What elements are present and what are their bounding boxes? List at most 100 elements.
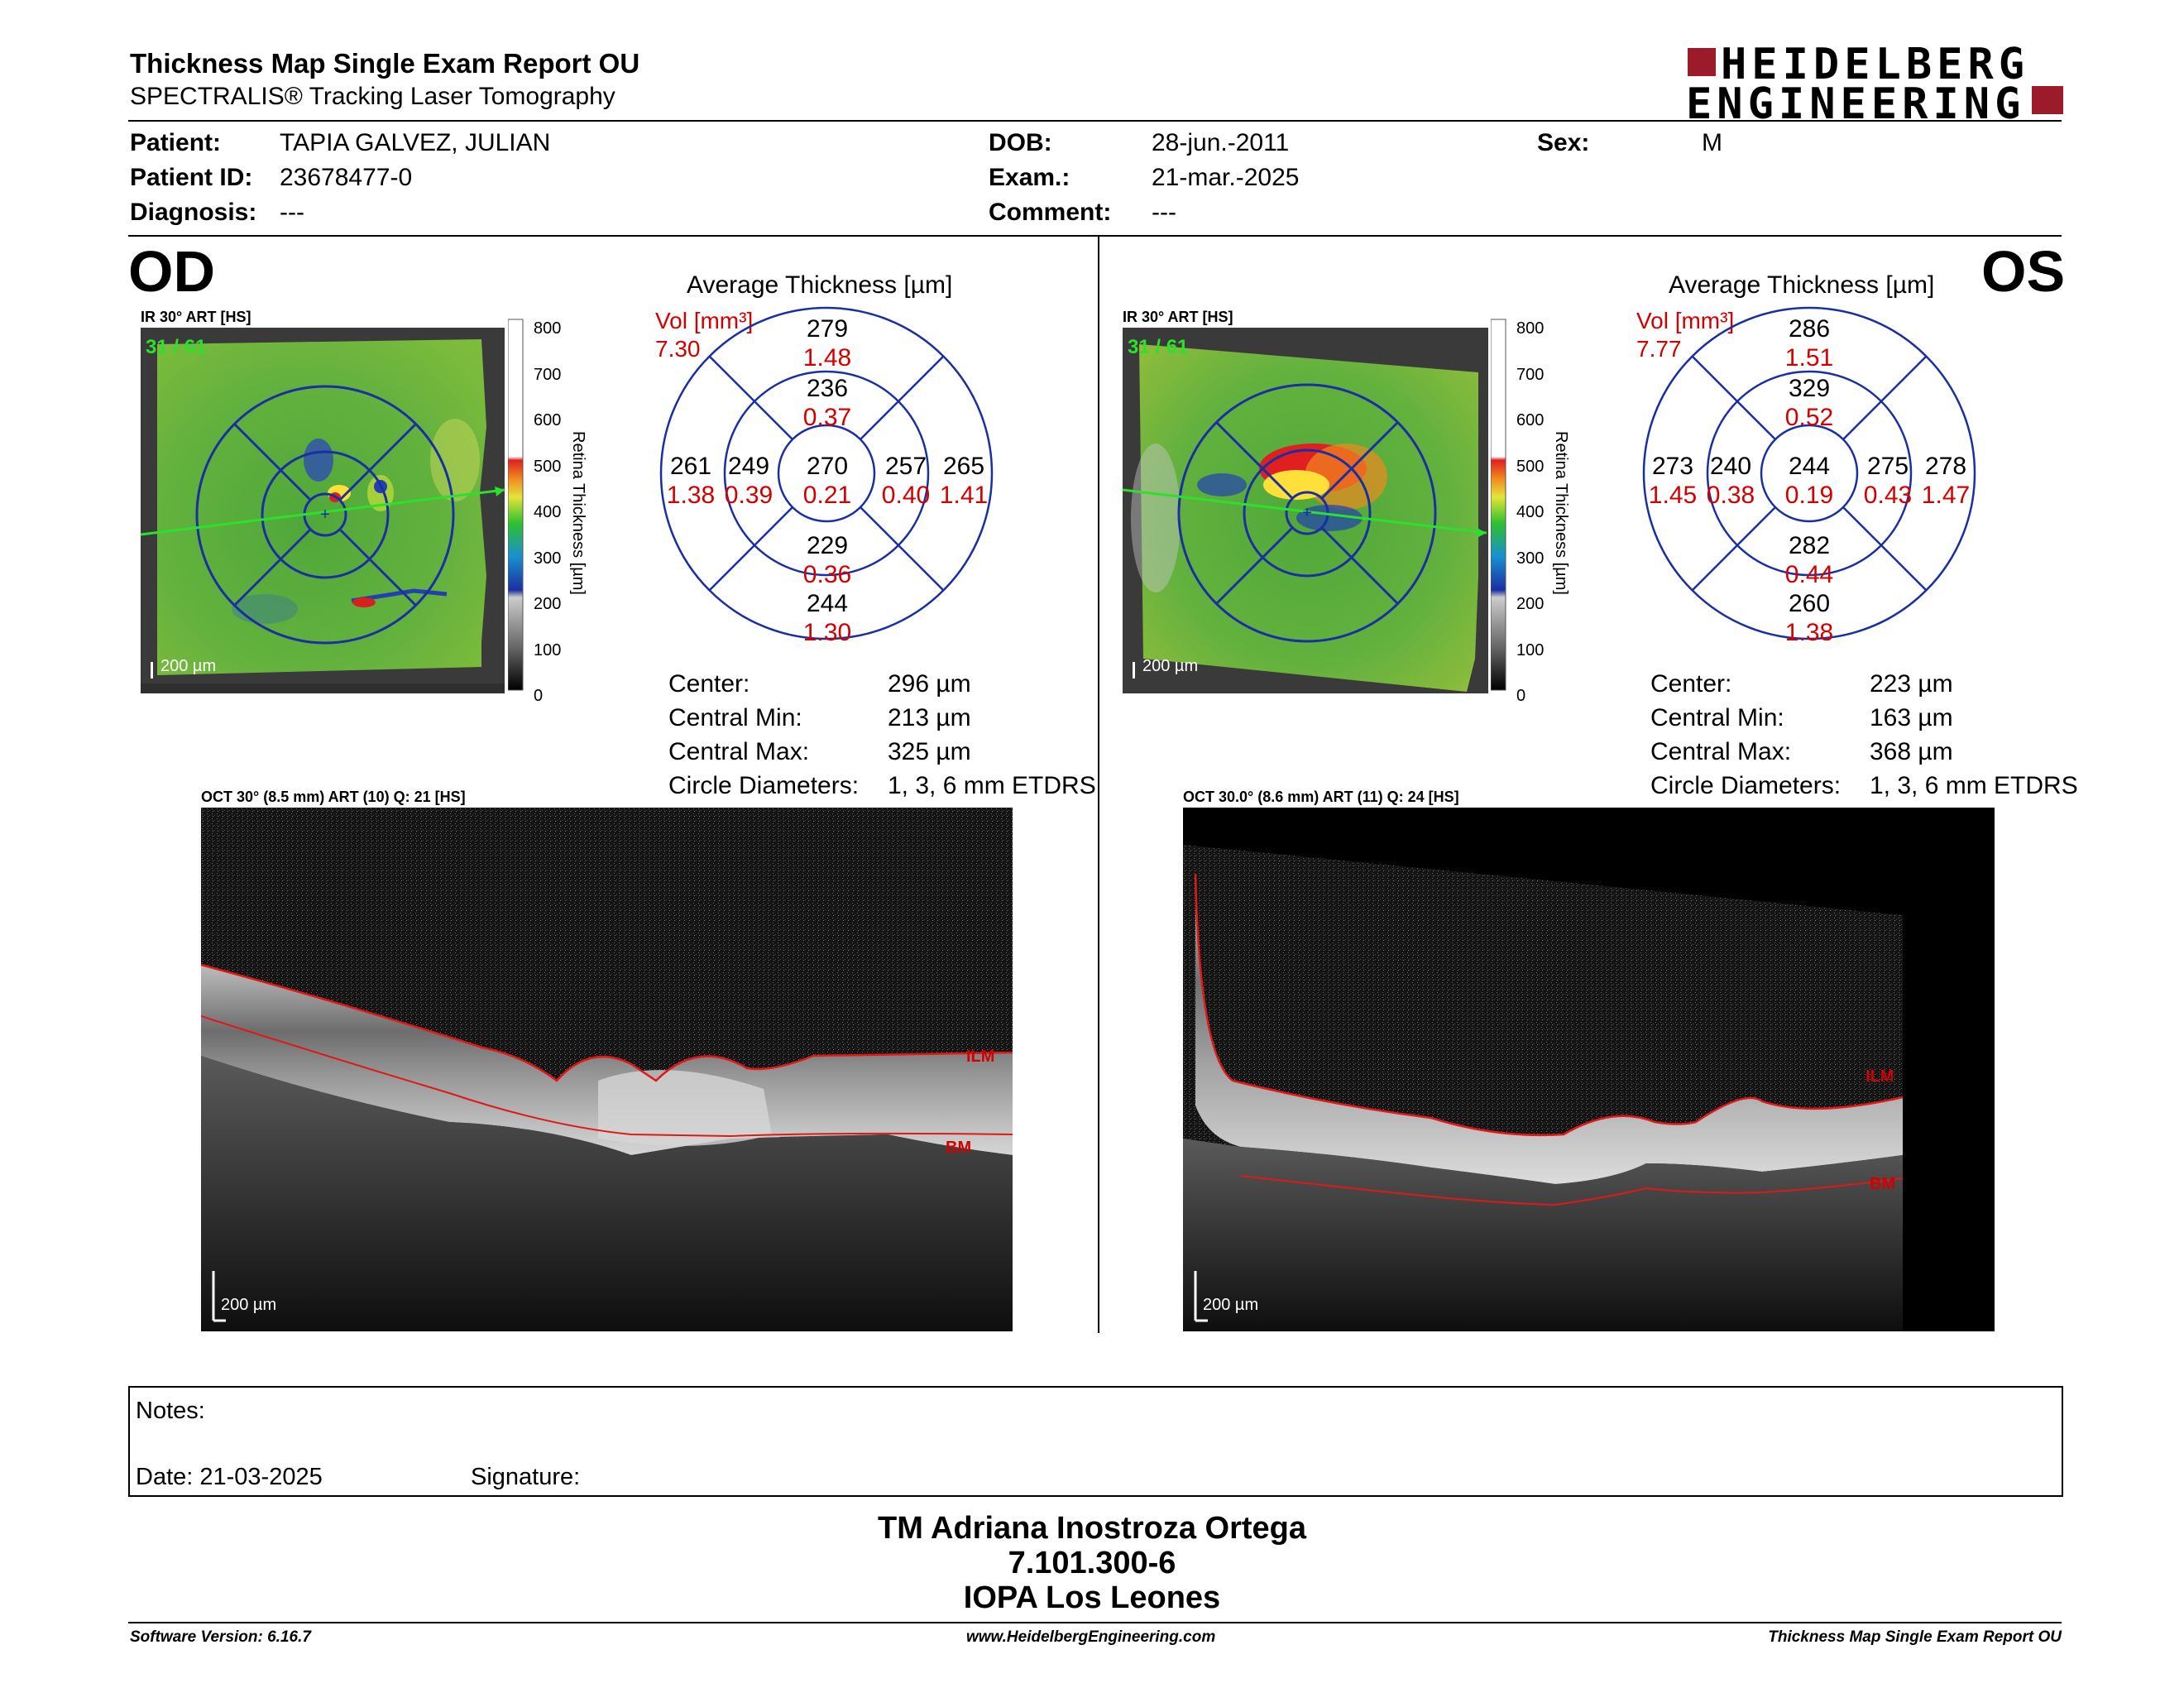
logo-text-1: HEIDELBERG <box>1721 40 2030 89</box>
colorbar-od <box>507 318 582 695</box>
od-nas-in-vol: 0.40 <box>881 482 931 509</box>
od-inf-in: 229 <box>806 532 849 559</box>
eye-label-os: OS <box>1981 239 2066 304</box>
colorbar-tick: 800 <box>534 319 562 338</box>
diagnosis-label: Diagnosis: <box>130 199 257 226</box>
avg-thickness-title-os: Average Thickness [µm] <box>1669 271 1935 299</box>
od-center-label: Center: <box>668 670 750 698</box>
od-nas-out-vol: 1.41 <box>939 482 989 509</box>
patient-id-label: Patient ID: <box>130 164 253 191</box>
os-tmp-in: 240 <box>1709 453 1752 480</box>
footer-report-title: Thickness Map Single Exam Report OU <box>1768 1628 2062 1646</box>
diagnosis-value: --- <box>280 199 304 226</box>
comment-label: Comment: <box>989 199 1112 226</box>
avg-thickness-title-od: Average Thickness [µm] <box>687 271 953 299</box>
os-tmp-out-vol: 1.45 <box>1648 482 1698 509</box>
od-diam-label: Circle Diameters: <box>668 772 860 799</box>
colorbar-tick: 100 <box>534 640 562 659</box>
colorbar-tick: 600 <box>534 411 562 429</box>
oct-scale-os: 200 µm <box>1203 1296 1259 1314</box>
etdrs-grid-od <box>659 306 994 641</box>
oct-label-os: OCT 30.0° (8.6 mm) ART (11) Q: 24 [HS] <box>1183 789 1459 805</box>
od-tmp-in-vol: 0.39 <box>724 482 774 509</box>
os-inf-out: 260 <box>1788 590 1831 617</box>
od-cmax-label: Central Max: <box>668 738 810 765</box>
od-center-vol: 0.21 <box>802 482 852 509</box>
frame-counter-os: 31 / 61 <box>1128 336 1189 358</box>
colorbar-tick: 700 <box>1516 365 1545 384</box>
notes-box: Notes: Date: 21-03-2025 Signature: <box>128 1386 2063 1497</box>
od-sup-out-vol: 1.48 <box>802 344 852 372</box>
signer-place: IOPA Los Leones <box>963 1580 1221 1615</box>
oct-label-od: OCT 30° (8.5 mm) ART (10) Q: 21 [HS] <box>201 789 466 805</box>
patient-name: TAPIA GALVEZ, JULIAN <box>280 129 551 156</box>
report-title: Thickness Map Single Exam Report OU <box>130 48 640 79</box>
os-cmax-label: Central Max: <box>1650 738 1792 765</box>
colorbar-tick: 400 <box>534 503 562 521</box>
colorbar-tick: 200 <box>534 595 562 613</box>
vol-value-od: 7.30 <box>655 336 701 362</box>
report-subtitle: SPECTRALIS® Tracking Laser Tomography <box>130 83 615 110</box>
sex-label: Sex: <box>1537 129 1590 156</box>
oct-scale-od: 200 µm <box>221 1296 277 1314</box>
eye-label-od: OD <box>128 239 215 304</box>
colorbar-tick: 100 <box>1516 640 1545 659</box>
sex-value: M <box>1702 129 1722 156</box>
od-sup-out: 279 <box>806 315 849 343</box>
colorbar-label-od: Retina Thickness [µm] <box>569 431 587 595</box>
os-inf-in-vol: 0.44 <box>1784 561 1834 588</box>
colorbar-tick: 300 <box>534 549 562 568</box>
svg-text:+: + <box>1302 504 1312 522</box>
od-cmin-value: 213 µm <box>888 704 971 731</box>
bm-label-od: BM <box>946 1139 972 1157</box>
colorbar-tick: 400 <box>1516 503 1545 521</box>
os-cmax-value: 368 µm <box>1870 738 1953 765</box>
od-center: 270 <box>806 453 849 480</box>
ir-label-os: IR 30° ART [HS] <box>1123 309 1233 325</box>
colorbar-tick: 700 <box>534 365 562 384</box>
date-label: Date: 21-03-2025 <box>136 1464 323 1490</box>
od-cmin-label: Central Min: <box>668 704 802 731</box>
os-inf-out-vol: 1.38 <box>1784 619 1834 646</box>
colorbar-ticks-od: 800 700 600 500 400 300 200 100 0 <box>534 306 561 720</box>
os-center-value: 223 µm <box>1870 670 1953 698</box>
od-tmp-out: 261 <box>669 453 712 480</box>
od-sup-in: 236 <box>806 375 849 402</box>
colorbar-os <box>1490 318 1565 695</box>
scale-label-od: 200 µm <box>160 657 217 675</box>
od-inf-out-vol: 1.30 <box>802 619 852 646</box>
os-diam-value: 1, 3, 6 mm ETDRS <box>1870 772 2078 799</box>
signature-label: Signature: <box>471 1464 581 1490</box>
os-cmin-value: 163 µm <box>1870 704 1953 731</box>
ilm-label-od: ILM <box>966 1048 995 1066</box>
logo-text-2: ENGINEERING <box>1686 79 2026 129</box>
colorbar-ticks-os: 800 700 600 500 400 300 200 100 0 <box>1516 306 1544 720</box>
ilm-label-os: ILM <box>1866 1067 1894 1086</box>
etdrs-grid-os <box>1642 306 1977 641</box>
signer-name: TM Adriana Inostroza Ortega <box>878 1511 1306 1546</box>
dob-value: 28-jun.-2011 <box>1152 129 1290 156</box>
scale-label-os: 200 µm <box>1142 657 1199 675</box>
exam-value: 21-mar.-2025 <box>1152 164 1300 191</box>
colorbar-tick: 800 <box>1516 319 1545 338</box>
website-link[interactable]: www.HeidelbergEngineering.com <box>966 1628 1216 1646</box>
signer-id: 7.101.300-6 <box>1008 1546 1176 1580</box>
colorbar-tick: 300 <box>1516 549 1545 568</box>
os-diam-label: Circle Diameters: <box>1650 772 1842 799</box>
os-nas-in-vol: 0.43 <box>1863 482 1913 509</box>
colorbar-tick: 500 <box>534 457 562 476</box>
od-diam-value: 1, 3, 6 mm ETDRS <box>888 772 1096 799</box>
os-tmp-out: 273 <box>1651 453 1694 480</box>
os-nas-in: 275 <box>1866 453 1909 480</box>
colorbar-tick: 600 <box>1516 411 1545 429</box>
ir-label-od: IR 30° ART [HS] <box>141 309 251 325</box>
exam-label: Exam.: <box>989 164 1070 191</box>
vol-value-os: 7.77 <box>1636 336 1682 362</box>
colorbar-tick: 0 <box>534 687 544 705</box>
od-tmp-in: 249 <box>727 453 770 480</box>
vol-label-os: Vol [mm³] <box>1636 308 1735 333</box>
os-sup-in-vol: 0.52 <box>1784 404 1834 431</box>
os-sup-in: 329 <box>1788 375 1831 402</box>
colorbar-tick: 200 <box>1516 595 1545 613</box>
colorbar-tick: 0 <box>1516 687 1526 705</box>
